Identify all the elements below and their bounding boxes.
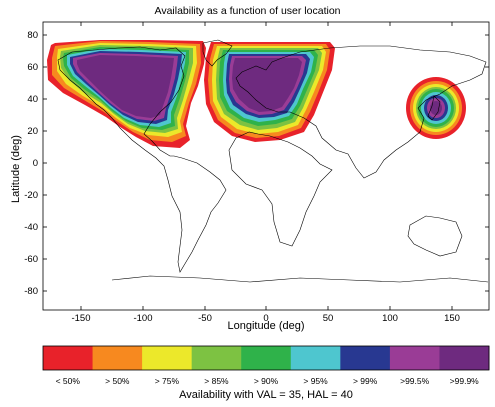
y-tick-label: 40 xyxy=(27,94,38,105)
x-tick-label: 150 xyxy=(444,313,460,324)
coverage-north-america xyxy=(47,40,206,148)
colorbar-swatch xyxy=(92,346,143,370)
y-tick-label: -40 xyxy=(24,222,38,233)
y-tick-label: -80 xyxy=(24,286,38,297)
x-tick-label: -50 xyxy=(198,313,212,324)
colorbar-swatch xyxy=(389,346,440,370)
colorbar-swatch xyxy=(191,346,242,370)
y-tick-label: 0 xyxy=(33,158,38,169)
colorbar-swatch xyxy=(241,346,292,370)
x-tick-label: -100 xyxy=(133,313,152,324)
colorbar-label: > 95% xyxy=(303,376,328,386)
map-area xyxy=(47,39,489,283)
colorbar-label: > 50% xyxy=(105,376,130,386)
colorbar-swatch xyxy=(290,346,341,370)
coverage-japan xyxy=(406,77,466,139)
x-tick-label: -150 xyxy=(71,313,90,324)
x-tick-label: 0 xyxy=(263,313,268,324)
map-title: Availability as a function of user locat… xyxy=(154,5,341,17)
coverage-europe xyxy=(204,42,335,142)
colorbar-swatch xyxy=(340,346,391,370)
colorbar-caption: Availability with VAL = 35, HAL = 40 xyxy=(179,389,353,401)
x-tick-labels: -150 -100 -50 0 50 100 150 xyxy=(71,313,459,324)
y-tick-label: 20 xyxy=(27,126,38,137)
colorbar-label: < 50% xyxy=(55,376,80,386)
colorbar-label: > 90% xyxy=(253,376,279,386)
coastlines xyxy=(57,39,489,283)
colorbar-label: > 99% xyxy=(352,376,378,386)
tick-marks xyxy=(43,22,489,310)
colorbar-swatch xyxy=(142,346,193,370)
colorbar xyxy=(43,346,490,370)
y-tick-label: -60 xyxy=(24,254,38,265)
colorbar-label: > 85% xyxy=(204,376,229,386)
x-tick-label: 50 xyxy=(323,313,334,324)
colorbar-swatch xyxy=(43,346,94,370)
y-tick-label: -20 xyxy=(24,190,38,201)
colorbar-label: > 75% xyxy=(154,376,180,386)
y-tick-label: 80 xyxy=(27,30,38,41)
colorbar-label: >99.5% xyxy=(400,376,430,386)
colorbar-label: >99.9% xyxy=(449,376,479,386)
y-tick-label: 60 xyxy=(27,62,38,73)
y-tick-labels: 80 60 40 20 0 -20 -40 -60 -80 xyxy=(24,30,38,297)
colorbar-frame xyxy=(42,345,490,371)
x-tick-label: 100 xyxy=(382,313,398,324)
x-axis-label: Longitude (deg) xyxy=(227,320,305,332)
colorbar-swatch xyxy=(439,346,490,370)
